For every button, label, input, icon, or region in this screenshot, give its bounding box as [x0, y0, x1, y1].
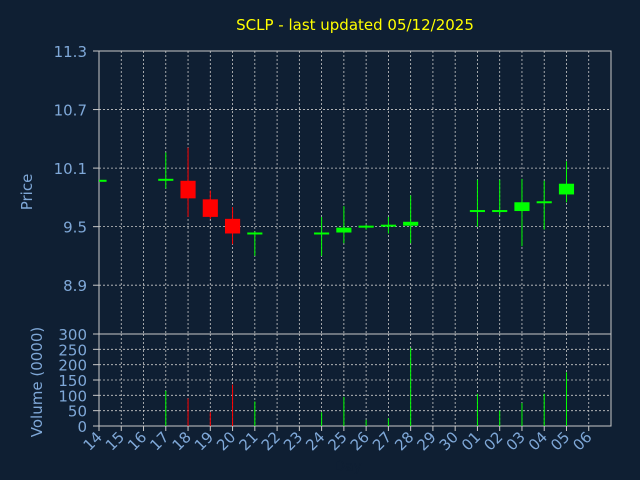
price-axis-label: Price [18, 174, 36, 211]
candle-body [558, 183, 575, 195]
volume-tick-label: 250 [58, 341, 87, 359]
candle-body [314, 232, 330, 235]
candle [247, 231, 263, 256]
candle-body [247, 232, 263, 235]
candle-body [492, 210, 508, 213]
volume-tick-label: 0 [77, 418, 87, 436]
price-tick-label: 10.7 [54, 102, 87, 120]
candle [558, 161, 575, 203]
candle-body [336, 227, 352, 233]
candle-body [358, 225, 374, 228]
candle-body [224, 218, 241, 234]
candle [99, 179, 107, 182]
price-tick-label: 11.3 [54, 43, 87, 61]
candle-body [180, 180, 196, 199]
candle-body [380, 224, 396, 227]
candle [469, 179, 486, 227]
volume-bars [165, 347, 567, 426]
x-axis: 1415161718192021222324252627282930010203… [80, 426, 596, 454]
volume-axis-label: Volume (0000) [28, 327, 46, 437]
candle [403, 195, 419, 244]
candle [514, 178, 530, 247]
candle [158, 152, 174, 189]
candle [224, 207, 241, 245]
candle-body [536, 201, 552, 204]
candles [99, 147, 575, 256]
volume-tick-label: 200 [58, 357, 87, 375]
x-axis-label: Day [334, 459, 362, 475]
volume-tick-label: 100 [58, 387, 87, 405]
candle [180, 147, 196, 217]
candle-body [403, 221, 419, 226]
candle [536, 180, 552, 230]
price-axis: 11.3 10.7 10.1 9.5 8.9 [54, 43, 99, 295]
candle-body [158, 178, 174, 181]
volume-tick-label: 50 [68, 403, 87, 421]
candle-body [469, 210, 486, 213]
volume-tick-label: 300 [58, 326, 87, 344]
candle [492, 179, 508, 215]
candle-body [99, 179, 107, 182]
price-tick-label: 10.1 [54, 160, 87, 178]
candle [380, 216, 396, 234]
candle [202, 190, 218, 219]
candle [314, 216, 330, 256]
price-tick-label: 9.5 [63, 219, 87, 237]
chart-title: SCLP - last updated 05/12/2025 [236, 16, 474, 34]
candle [358, 224, 374, 230]
candle [336, 206, 352, 244]
candle-body [202, 199, 218, 217]
volume-tick-label: 150 [58, 372, 87, 390]
price-tick-label: 8.9 [63, 277, 87, 295]
candle-body [514, 202, 530, 212]
